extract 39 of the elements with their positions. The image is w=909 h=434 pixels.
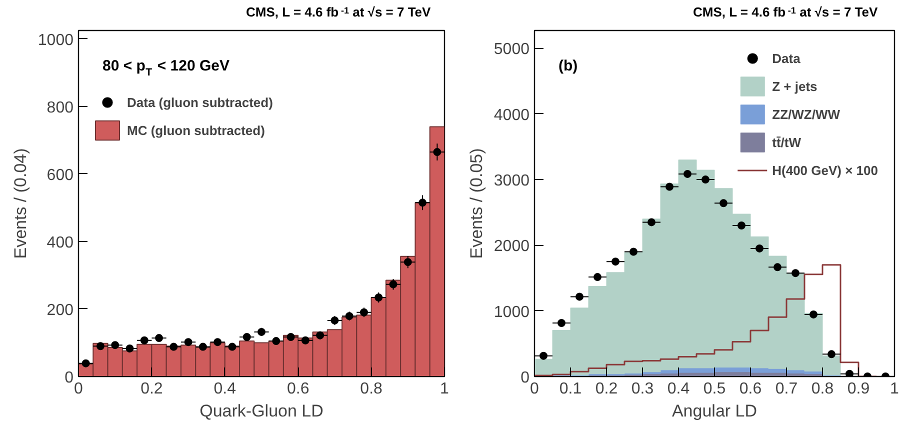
y-tick-label: 200 (46, 302, 74, 319)
legend-label: MC (gluon subtracted) (127, 122, 265, 140)
y-tick-label: 400 (46, 234, 74, 252)
x-tick-label: 0.9 (847, 380, 870, 398)
legend-label: ZZ/WZ/WW (772, 106, 840, 124)
y-tick-label: 0 (520, 370, 530, 386)
x-tick-label: 1 (440, 380, 450, 398)
x-tick-label: 0.7 (775, 380, 798, 398)
x-tick-label: 0.8 (811, 380, 834, 398)
y-axis-title: Events / (0.04) (10, 148, 30, 259)
x-tick-label: 0.3 (631, 380, 654, 398)
x-tick-label: 0.8 (360, 380, 383, 398)
legend-label: Data (gluon subtracted) (127, 94, 273, 112)
x-tick-label: 0.4 (667, 380, 690, 398)
y-tick-label: 4000 (494, 106, 530, 124)
legend-label: Data (772, 50, 800, 68)
y-tick-label: 1000 (494, 304, 530, 321)
x-tick-label: 0.2 (595, 380, 618, 398)
y-tick-label: 800 (46, 99, 74, 116)
legend-label: Z + jets (772, 78, 818, 96)
y-axis-title: Events / (0.05) (466, 148, 486, 259)
y-tick-label: 2000 (494, 238, 530, 256)
x-tick-label: 0.6 (286, 380, 310, 398)
legend-label: H(400 GeV) × 100 (772, 162, 878, 180)
x-axis-title: Quark-Gluon LD (200, 402, 324, 420)
x-tick-label: 0.1 (559, 380, 582, 398)
y-tick-label: 600 (46, 166, 74, 184)
annotation: (b) (558, 58, 578, 74)
legend-label: tt̄/tW (772, 134, 801, 152)
x-tick-label: 0.2 (140, 380, 163, 398)
x-axis-title: Angular LD (672, 402, 758, 420)
x-tick-label: 1 (890, 380, 900, 398)
x-tick-label: 0.4 (214, 380, 236, 398)
y-tick-label: 1000 (38, 32, 74, 49)
y-tick-label: 5000 (494, 41, 530, 58)
y-tick-label: 0 (64, 370, 74, 386)
x-tick-label: 0.5 (703, 380, 726, 398)
x-tick-label: 0.6 (739, 380, 762, 398)
y-tick-label: 3000 (494, 172, 530, 190)
